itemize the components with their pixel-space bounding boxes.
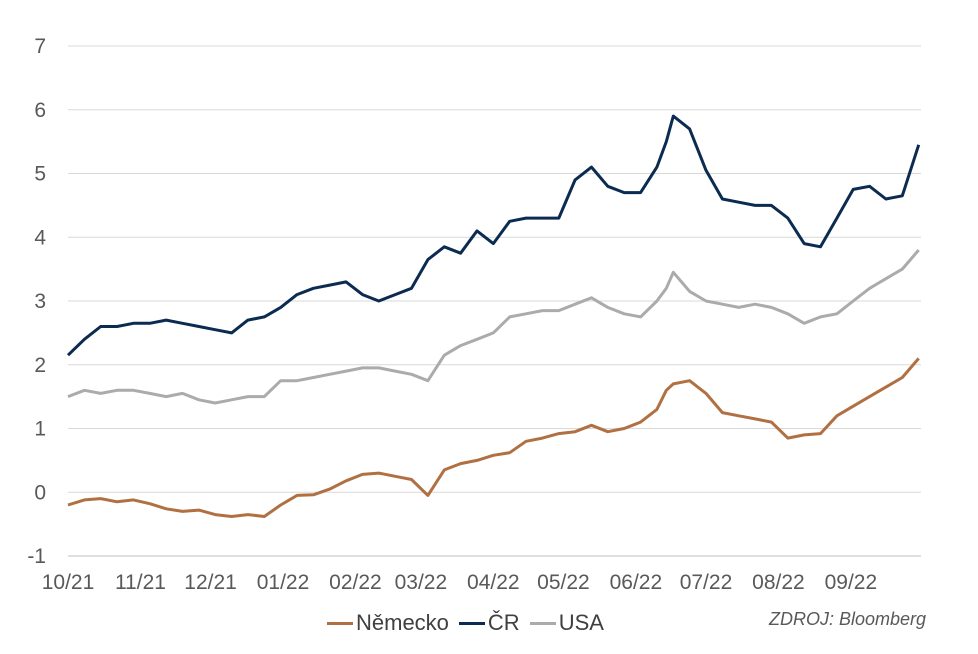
x-tick-label: 09/22 xyxy=(825,571,878,594)
x-tick-label: 10/21 xyxy=(42,571,95,594)
y-tick-label: 7 xyxy=(34,35,46,58)
legend-item: USA xyxy=(529,610,604,636)
legend-label: ČR xyxy=(487,610,520,635)
x-tick-label: 07/22 xyxy=(680,571,733,594)
y-tick-label: 1 xyxy=(34,418,46,441)
series-lines xyxy=(66,114,921,518)
y-tick-label: 6 xyxy=(34,99,46,122)
y-tick-label: 5 xyxy=(34,163,46,186)
line-chart: -1 0 1 2 3 4 5 6 7 10/21 11/21 12/21 01/22 02/22 03/2… xyxy=(27,35,921,594)
source-note: ZDROJ: Bloomberg xyxy=(768,609,926,629)
x-tick-label: 12/21 xyxy=(184,571,237,594)
legend-item: ČR xyxy=(458,610,520,636)
legend-label: USA xyxy=(558,610,604,635)
legend-swatch xyxy=(327,621,353,625)
series-line-2 xyxy=(67,249,920,405)
legend-label: Německo xyxy=(356,610,449,635)
x-tick-label: 05/22 xyxy=(537,571,590,594)
y-tick-label: 0 xyxy=(34,481,46,504)
series-line-1 xyxy=(66,114,921,357)
gridlines xyxy=(68,45,921,557)
legend: Německo ČR USA xyxy=(327,606,610,640)
x-tick-label: 11/21 xyxy=(115,571,166,594)
y-tick-label: -1 xyxy=(27,545,46,568)
x-tick-label: 01/22 xyxy=(257,571,310,594)
y-tick-label: 4 xyxy=(34,226,46,249)
x-tick-label: 04/22 xyxy=(467,571,520,594)
y-axis-tick-labels: -1 0 1 2 3 4 5 6 7 xyxy=(27,35,46,568)
x-tick-label: 06/22 xyxy=(610,571,663,594)
x-tick-label: 02/22 xyxy=(329,571,382,594)
x-tick-label: 03/22 xyxy=(395,571,448,594)
legend-item: Německo xyxy=(327,610,449,636)
legend-swatch xyxy=(458,621,485,625)
series-line-0 xyxy=(67,357,920,518)
y-tick-label: 2 xyxy=(34,354,46,377)
legend-swatch xyxy=(529,621,556,625)
y-tick-label: 3 xyxy=(34,290,46,313)
x-axis-tick-labels: 10/21 11/21 12/21 01/22 02/22 03/22 04/22 05/22… xyxy=(42,571,877,594)
x-tick-label: 08/22 xyxy=(752,571,805,594)
